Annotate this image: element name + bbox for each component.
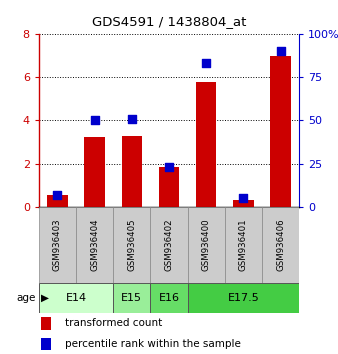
Text: GSM936404: GSM936404 [90,219,99,272]
Text: GSM936406: GSM936406 [276,219,285,272]
Bar [122,136,142,207]
Bar [76,207,113,283]
Point [55,192,60,198]
Bar [113,283,150,313]
Point [203,60,209,66]
Bar [150,283,188,313]
Text: GSM936403: GSM936403 [53,219,62,272]
Bar [188,283,299,313]
Bar [42,318,51,330]
Bar [42,338,51,350]
Bar [270,56,291,207]
Text: age: age [16,293,35,303]
Bar [262,207,299,283]
Text: transformed count: transformed count [65,319,162,329]
Text: GSM936405: GSM936405 [127,219,136,272]
Point [278,48,283,54]
Bar [188,207,225,283]
Point [241,195,246,201]
Text: GDS4591 / 1438804_at: GDS4591 / 1438804_at [92,15,246,28]
Point [129,116,135,121]
Point [92,118,97,123]
Text: GSM936402: GSM936402 [165,219,173,272]
Text: E17.5: E17.5 [227,293,259,303]
Bar [150,207,188,283]
Bar [196,82,216,207]
Point [166,164,172,170]
Text: ▶: ▶ [41,293,49,303]
Text: GSM936400: GSM936400 [202,219,211,272]
Bar [47,195,68,207]
Bar [225,207,262,283]
Bar [84,137,105,207]
Text: GSM936401: GSM936401 [239,219,248,272]
Bar [39,283,113,313]
Text: E16: E16 [159,293,179,303]
Text: percentile rank within the sample: percentile rank within the sample [65,339,241,349]
Bar [233,200,254,207]
Text: E15: E15 [121,293,142,303]
Bar [159,167,179,207]
Bar [113,207,150,283]
Bar [39,207,76,283]
Text: E14: E14 [66,293,87,303]
